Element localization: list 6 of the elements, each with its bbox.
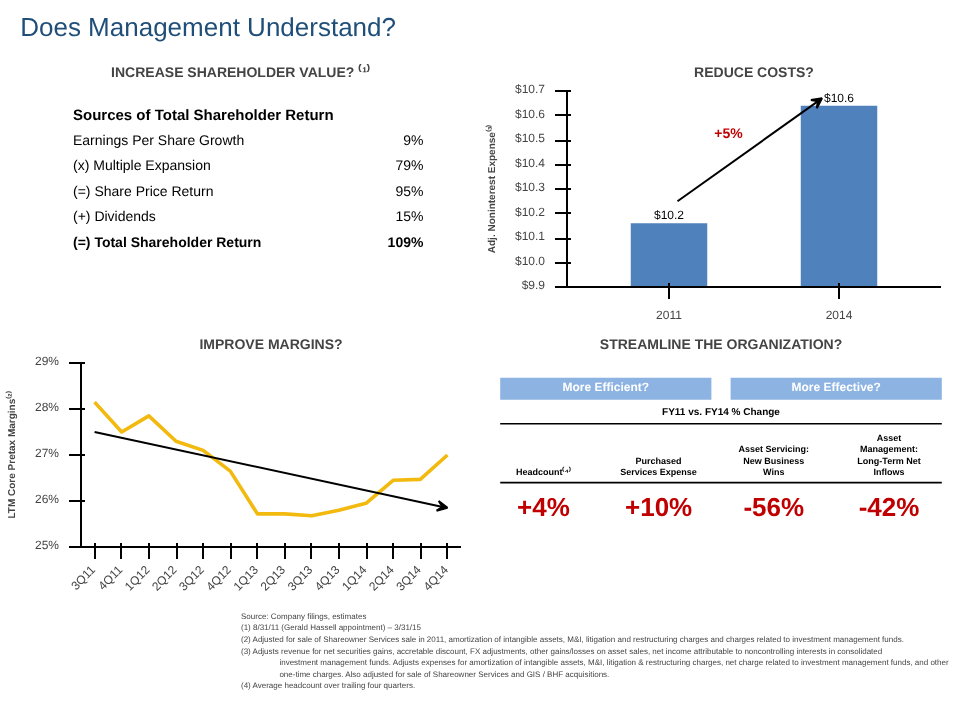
text: +4% — [517, 491, 570, 522]
text: -56% — [743, 491, 805, 522]
text: -42% — [858, 491, 920, 522]
line-series — [92, 400, 450, 518]
text: +10% — [624, 491, 693, 522]
text: Does Management Understand? — [20, 12, 396, 42]
